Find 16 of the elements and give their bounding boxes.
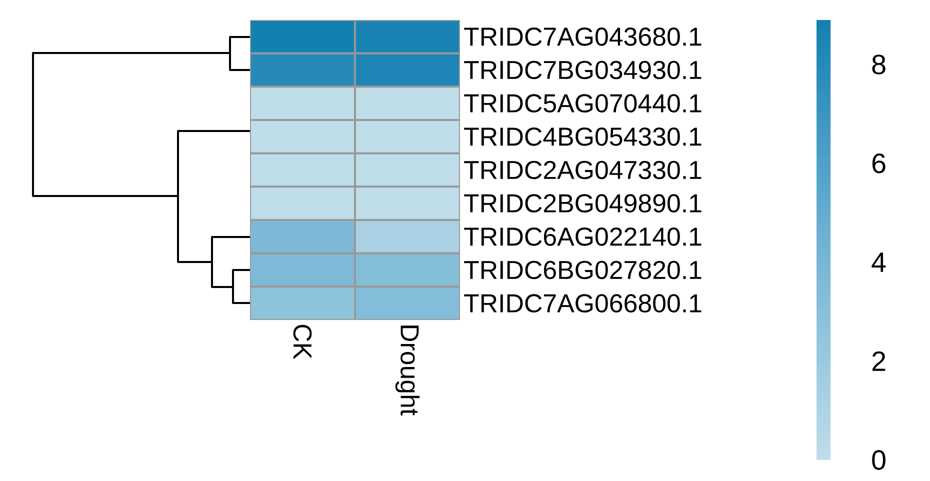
y-tick-label: TRIDC6BG027820.1 <box>464 260 702 280</box>
color-bar-label: 2 <box>872 351 886 371</box>
x-tick-label: Drought <box>395 326 420 416</box>
y-tick-label: TRIDC7AG066800.1 <box>464 294 702 313</box>
color-bar-label: 4 <box>872 252 886 272</box>
color-bar-label: 8 <box>872 54 886 74</box>
y-tick-label: TRIDC5AG070440.1 <box>464 94 702 113</box>
x-tick-label: CK <box>293 324 312 360</box>
y-tick-label: TRIDC6AG022140.1 <box>464 227 702 246</box>
y-tick-label: TRIDC2BG049890.1 <box>464 194 702 213</box>
color-bar-label: 0 <box>872 450 886 470</box>
y-tick-label: TRIDC7BG034930.1 <box>464 60 702 80</box>
color-bar-label: 6 <box>872 154 886 174</box>
y-tick-label: TRIDC2AG047330.1 <box>464 160 702 180</box>
y-tick-label: TRIDC7AG043680.1 <box>464 27 702 46</box>
y-tick-label: TRIDC4BG054330.1 <box>464 127 702 146</box>
